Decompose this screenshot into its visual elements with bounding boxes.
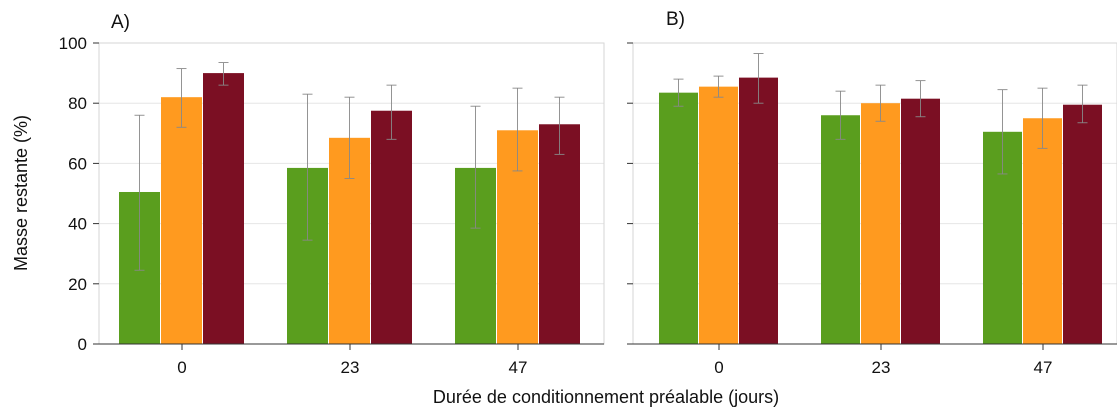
- y-tick-label: 60: [68, 154, 87, 173]
- bar: [1023, 118, 1062, 344]
- bar: [739, 77, 778, 345]
- panel-a: 0 20 40 60 80 100 0 23 47 A): [59, 12, 605, 377]
- bar: [1063, 104, 1102, 344]
- y-tick-label: 20: [68, 275, 87, 294]
- x-tick-label: 47: [509, 358, 528, 377]
- panel-label: B): [666, 9, 685, 30]
- x-tick-label: 47: [1034, 358, 1053, 377]
- y-tick-label: 0: [78, 335, 87, 354]
- x-tick-label: 23: [341, 358, 360, 377]
- bar: [539, 124, 580, 345]
- y-tick-label: 100: [59, 34, 87, 53]
- panel-b: 0 23 47 B): [627, 9, 1117, 377]
- bar: [371, 110, 412, 344]
- x-tick-label: 0: [714, 358, 723, 377]
- bar: [821, 115, 860, 345]
- bar: [699, 86, 738, 345]
- x-tick-label: 0: [177, 358, 186, 377]
- y-tick-label: 80: [68, 94, 87, 113]
- bar: [901, 98, 940, 344]
- x-tick-label: 23: [872, 358, 891, 377]
- bar: [861, 103, 900, 344]
- y-axis-label: Masse restante (%): [11, 115, 31, 271]
- x-axis-label: Durée de conditionnement préalable (jour…: [433, 387, 779, 407]
- bar: [659, 92, 698, 344]
- panel-label: A): [111, 12, 130, 33]
- bar: [203, 73, 244, 344]
- y-tick-label: 40: [68, 215, 87, 234]
- bar: [161, 97, 202, 345]
